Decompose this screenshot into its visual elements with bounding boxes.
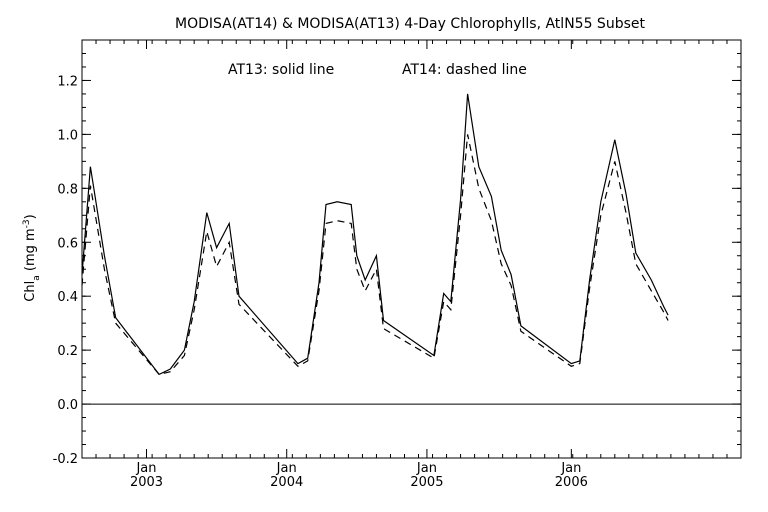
- y-tick-label: -0.2: [53, 452, 78, 467]
- x-tick-month: Jan: [560, 461, 581, 476]
- y-tick-label: 0.2: [57, 344, 78, 359]
- x-tick-year: 2005: [410, 475, 443, 490]
- x-tick-month: Jan: [276, 461, 297, 476]
- y-axis-label: Chla (mg m-3): [22, 214, 42, 301]
- legend-solid-line: AT13: solid line: [228, 62, 334, 78]
- y-tick-label: 0.6: [57, 236, 78, 251]
- x-tick-month: Jan: [135, 461, 156, 476]
- series-line-at13: [81, 93, 669, 376]
- series-line-at14: [81, 134, 669, 376]
- y-tick-label: 1.0: [57, 128, 78, 143]
- y-tick-label: 0.8: [57, 182, 78, 197]
- x-tick-month: Jan: [416, 461, 437, 476]
- y-tick-label: 1.2: [57, 74, 78, 89]
- x-tick-year: 2003: [130, 475, 163, 490]
- plot-frame: [81, 39, 742, 459]
- legend-dashed-line: AT14: dashed line: [402, 62, 527, 78]
- y-tick-label: 0.4: [57, 290, 78, 305]
- y-tick-label: 0.0: [57, 398, 78, 413]
- x-tick-year: 2004: [270, 475, 303, 490]
- chart-title: MODISA(AT14) & MODISA(AT13) 4-Day Chloro…: [175, 16, 645, 32]
- x-tick-year: 2006: [555, 475, 588, 490]
